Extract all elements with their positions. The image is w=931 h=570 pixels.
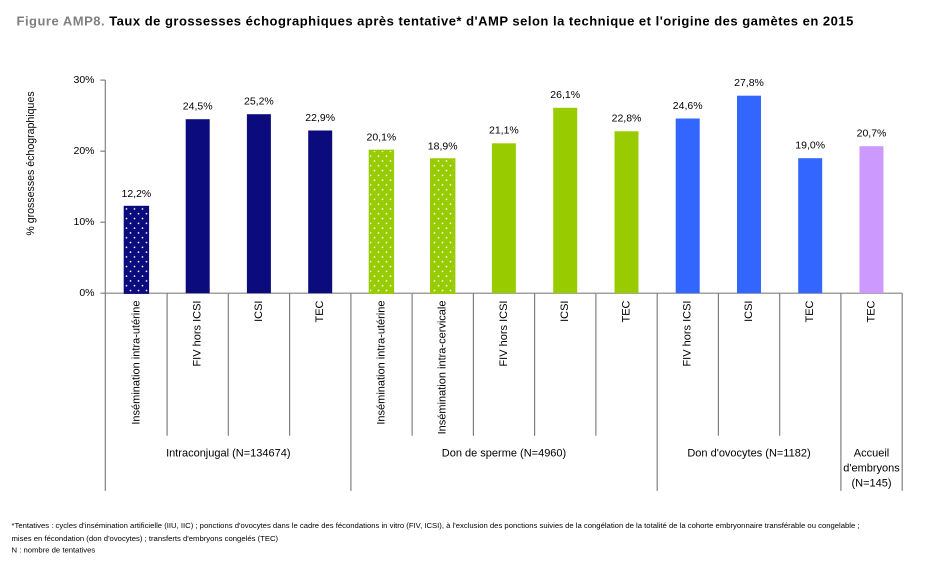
svg-text:Accueil: Accueil: [854, 448, 889, 460]
svg-text:0%: 0%: [79, 287, 94, 299]
svg-text:mises en fécondation (don d'ov: mises en fécondation (don d'ovocytes) ; …: [12, 534, 279, 543]
svg-text:Don de sperme (N=4960): Don de sperme (N=4960): [442, 448, 566, 460]
svg-text:ICSI: ICSI: [743, 301, 755, 322]
svg-text:20%: 20%: [73, 145, 94, 157]
svg-text:TEC: TEC: [866, 300, 878, 322]
svg-text:27,8%: 27,8%: [734, 77, 764, 89]
svg-text:d'embryons: d'embryons: [843, 463, 900, 475]
svg-text:20,1%: 20,1%: [367, 132, 397, 144]
svg-text:% grossesses échographiques: % grossesses échographiques: [25, 91, 37, 235]
svg-text:TEC: TEC: [314, 300, 326, 322]
svg-text:Don d'ovocytes (N=1182): Don d'ovocytes (N=1182): [687, 448, 810, 460]
svg-text:19,0%: 19,0%: [795, 140, 825, 152]
svg-text:24,6%: 24,6%: [673, 100, 703, 112]
svg-text:(N=145): (N=145): [851, 478, 891, 490]
svg-text:18,9%: 18,9%: [428, 140, 458, 152]
svg-text:N : nombre de tentatives: N : nombre de tentatives: [12, 545, 96, 554]
svg-text:FIV hors ICSI: FIV hors ICSI: [192, 301, 204, 367]
svg-text:*Tentatives : cycles d'insémin: *Tentatives : cycles d'insémination arti…: [12, 521, 860, 530]
svg-text:FIV hors ICSI: FIV hors ICSI: [682, 301, 694, 367]
svg-text:20,7%: 20,7%: [857, 128, 887, 140]
svg-text:26,1%: 26,1%: [550, 89, 580, 101]
svg-text:24,5%: 24,5%: [183, 101, 213, 113]
svg-text:12,2%: 12,2%: [122, 188, 152, 200]
svg-text:FIV hors ICSI: FIV hors ICSI: [498, 301, 510, 367]
svg-text:ICSI: ICSI: [559, 301, 571, 322]
svg-text:ICSI: ICSI: [253, 301, 265, 322]
svg-text:TEC: TEC: [804, 300, 816, 322]
svg-text:21,1%: 21,1%: [489, 125, 519, 137]
svg-text:10%: 10%: [73, 216, 94, 228]
svg-text:Intraconjugal (N=134674): Intraconjugal (N=134674): [166, 448, 290, 460]
svg-text:30%: 30%: [73, 74, 94, 86]
svg-text:Insémination intra-cervicale: Insémination intra-cervicale: [437, 301, 449, 435]
svg-text:25,2%: 25,2%: [244, 96, 274, 108]
svg-text:Insémination intra-utérine: Insémination intra-utérine: [130, 301, 142, 425]
svg-text:22,9%: 22,9%: [305, 112, 335, 124]
svg-text:22,8%: 22,8%: [612, 113, 642, 125]
svg-text:TEC: TEC: [621, 300, 633, 322]
svg-text:Figure AMP8. Taux de grossesse: Figure AMP8. Taux de grossesses échograp…: [17, 14, 854, 29]
svg-text:Insémination intra-utérine: Insémination intra-utérine: [375, 301, 387, 425]
